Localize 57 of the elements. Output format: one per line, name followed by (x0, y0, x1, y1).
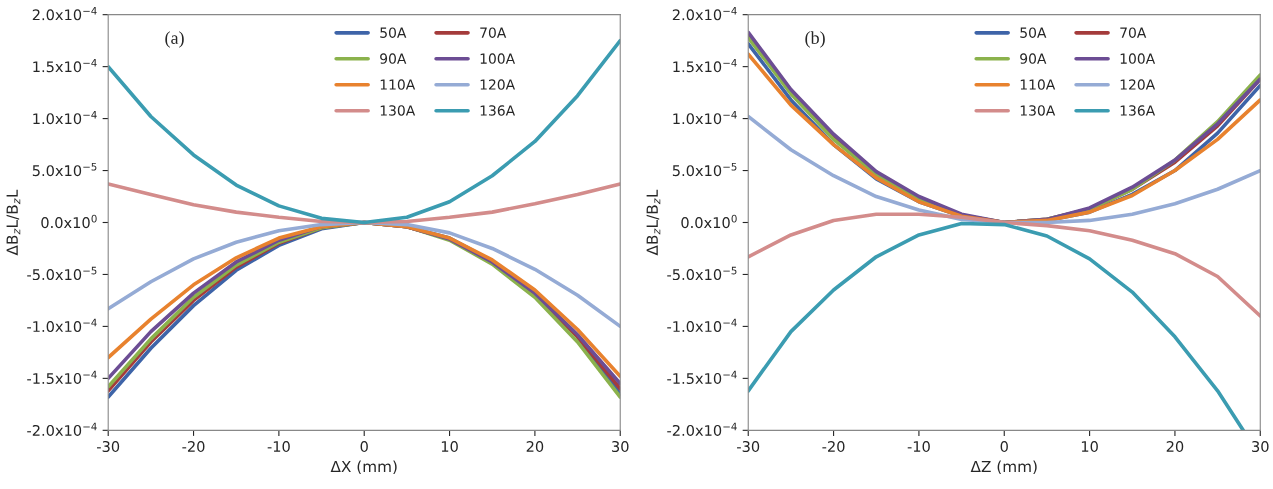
y-tick-label: -2.0x10$^{−4}$ (27, 422, 97, 436)
legend-label: 120A (480, 79, 516, 90)
y-tick-label: -5.0x10$^{−5}$ (27, 266, 97, 281)
legend-label: 70A (1120, 27, 1147, 38)
y-tick-label: -1.0x10$^{−4}$ (27, 318, 97, 333)
x-tick-label: -20 (182, 440, 205, 453)
legend-label: 130A (380, 105, 416, 116)
x-axis-title: ΔX (mm) (330, 460, 397, 475)
x-tick-label: 20 (1166, 440, 1184, 453)
y-tick-label: 2.0x10$^{−4}$ (32, 7, 97, 21)
x-tick-label: 0 (1000, 440, 1008, 453)
legend-label: 136A (480, 105, 516, 116)
x-tick-label: 10 (441, 440, 458, 453)
y-tick-label: 1.5x10$^{−4}$ (33, 59, 97, 73)
legend-label: 130A (1020, 105, 1056, 116)
y-tick-label: 5.0x10$^{−5}$ (672, 162, 737, 177)
y-tick-label: -5.0x10$^{−5}$ (667, 266, 737, 281)
line-series (748, 212, 1261, 318)
x-axis-title: ΔZ (mm) (970, 460, 1037, 475)
x-tick-label: -30 (737, 440, 760, 453)
line-series (108, 182, 621, 225)
y-tick-label: -1.0x10$^{−4}$ (667, 318, 737, 333)
legend-label: 50A (380, 27, 407, 38)
legend-label: 110A (1020, 79, 1056, 90)
x-tick-label: -30 (97, 440, 120, 453)
legend-label: 90A (380, 53, 407, 64)
x-tick-label: 0 (360, 440, 368, 453)
y-tick-label: 0.0x10$^{0}$ (41, 214, 97, 229)
x-tick-label: 30 (1252, 440, 1269, 453)
y-tick-label: 0.0x10$^{0}$ (681, 214, 737, 229)
x-tick-label: -10 (907, 440, 930, 453)
legend-label: 100A (1120, 53, 1156, 64)
line-series (748, 221, 1246, 431)
y-tick-label: -1.5x10$^{−4}$ (667, 370, 737, 385)
y-axis-title: ΔB$_{z}$L/B$_{z}$L (6, 189, 21, 256)
y-tick-label: 2.0x10$^{−4}$ (672, 7, 737, 21)
x-tick-label: 20 (526, 440, 544, 453)
legend-label: 136A (1120, 105, 1156, 116)
legend-label: 50A (1020, 27, 1047, 38)
x-tick-label: 30 (612, 440, 629, 453)
annotation: (a) (165, 31, 184, 48)
y-tick-label: 1.0x10$^{−4}$ (33, 111, 97, 125)
y-tick-label: 1.0x10$^{−4}$ (673, 111, 737, 125)
legend-label: 90A (1020, 53, 1047, 64)
y-tick-label: -1.5x10$^{−4}$ (27, 370, 97, 385)
legend-label: 110A (380, 79, 416, 90)
legend-label: 70A (480, 27, 507, 38)
x-tick-label: 10 (1081, 440, 1098, 453)
y-tick-label: 5.0x10$^{−5}$ (32, 162, 97, 177)
x-tick-label: -20 (822, 440, 845, 453)
y-axis-title: ΔB$_{z}$L/B$_{z}$L (646, 189, 661, 256)
x-tick-label: -10 (267, 440, 290, 453)
y-tick-label: 1.5x10$^{−4}$ (673, 59, 737, 73)
legend-label: 120A (1120, 79, 1156, 90)
legend-label: 100A (480, 53, 516, 64)
y-tick-label: -2.0x10$^{−4}$ (667, 422, 737, 436)
annotation: (b) (805, 31, 825, 48)
